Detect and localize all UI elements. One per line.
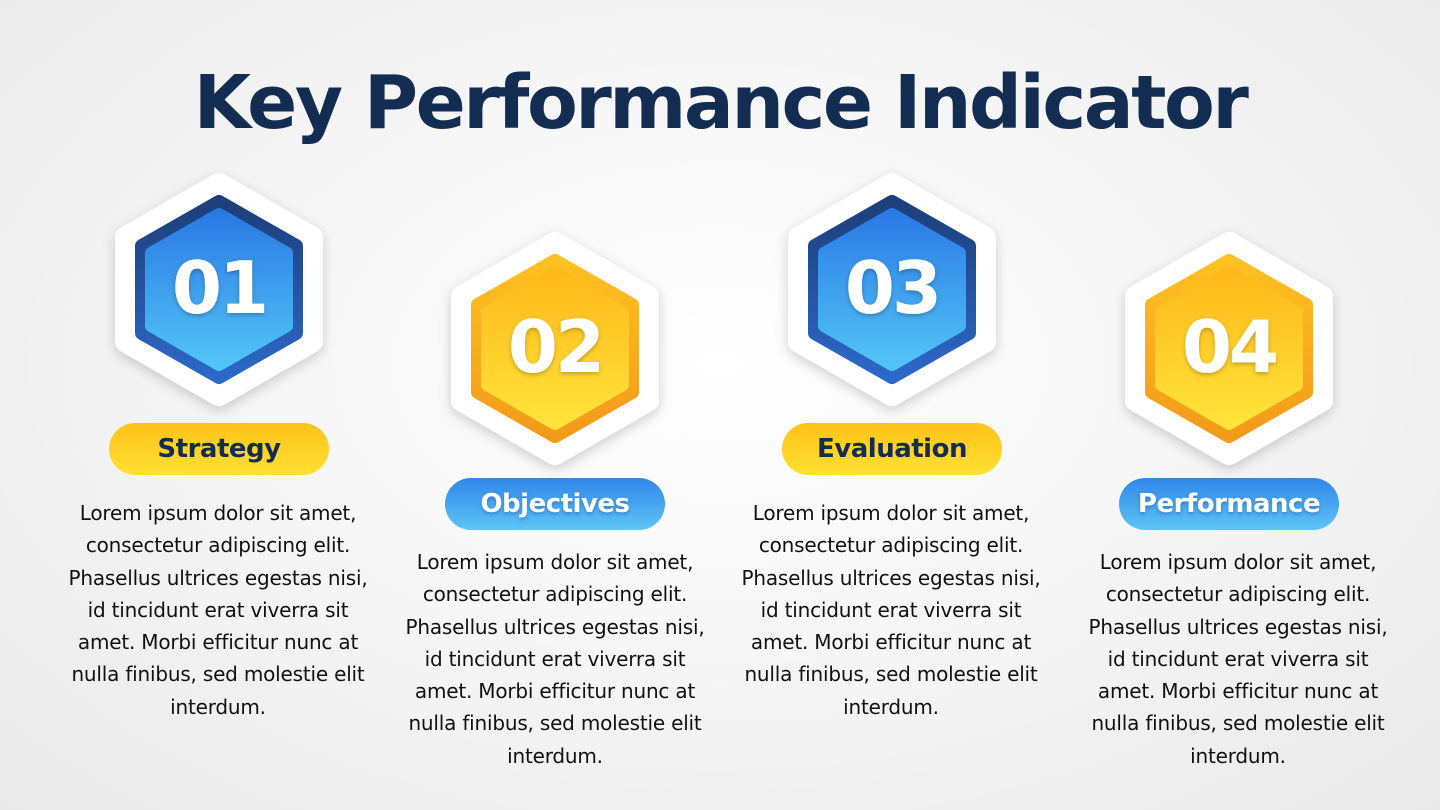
hexagon-badge-03: 03 (787, 172, 997, 407)
step-description: Lorem ipsum dolor sit amet, consectetur … (68, 501, 368, 719)
step-number: 04 (1182, 305, 1276, 389)
hexagon-badge-04: 04 (1124, 231, 1334, 466)
step-description: Lorem ipsum dolor sit amet, consectetur … (405, 550, 705, 768)
page-title: Key Performance Indicator (193, 60, 1249, 146)
step-number: 02 (508, 305, 602, 389)
step-number: 03 (845, 246, 939, 330)
step-description: Lorem ipsum dolor sit amet, consectetur … (741, 501, 1041, 719)
step-label-pill: Evaluation (782, 423, 1002, 475)
hexagon-inner (481, 267, 629, 430)
hexagon-inner (818, 208, 966, 371)
hexagon-badge-02: 02 (450, 231, 660, 466)
step-number: 01 (172, 246, 266, 330)
step-label-pill: Strategy (109, 423, 329, 475)
step-label-pill: Performance (1119, 478, 1339, 530)
step-label-pill: Objectives (445, 478, 665, 530)
hexagon-inner (1155, 267, 1303, 430)
hexagon-badge-01: 01 (114, 172, 324, 407)
hexagon-inner (145, 208, 293, 371)
step-description: Lorem ipsum dolor sit amet, consectetur … (1088, 550, 1388, 768)
